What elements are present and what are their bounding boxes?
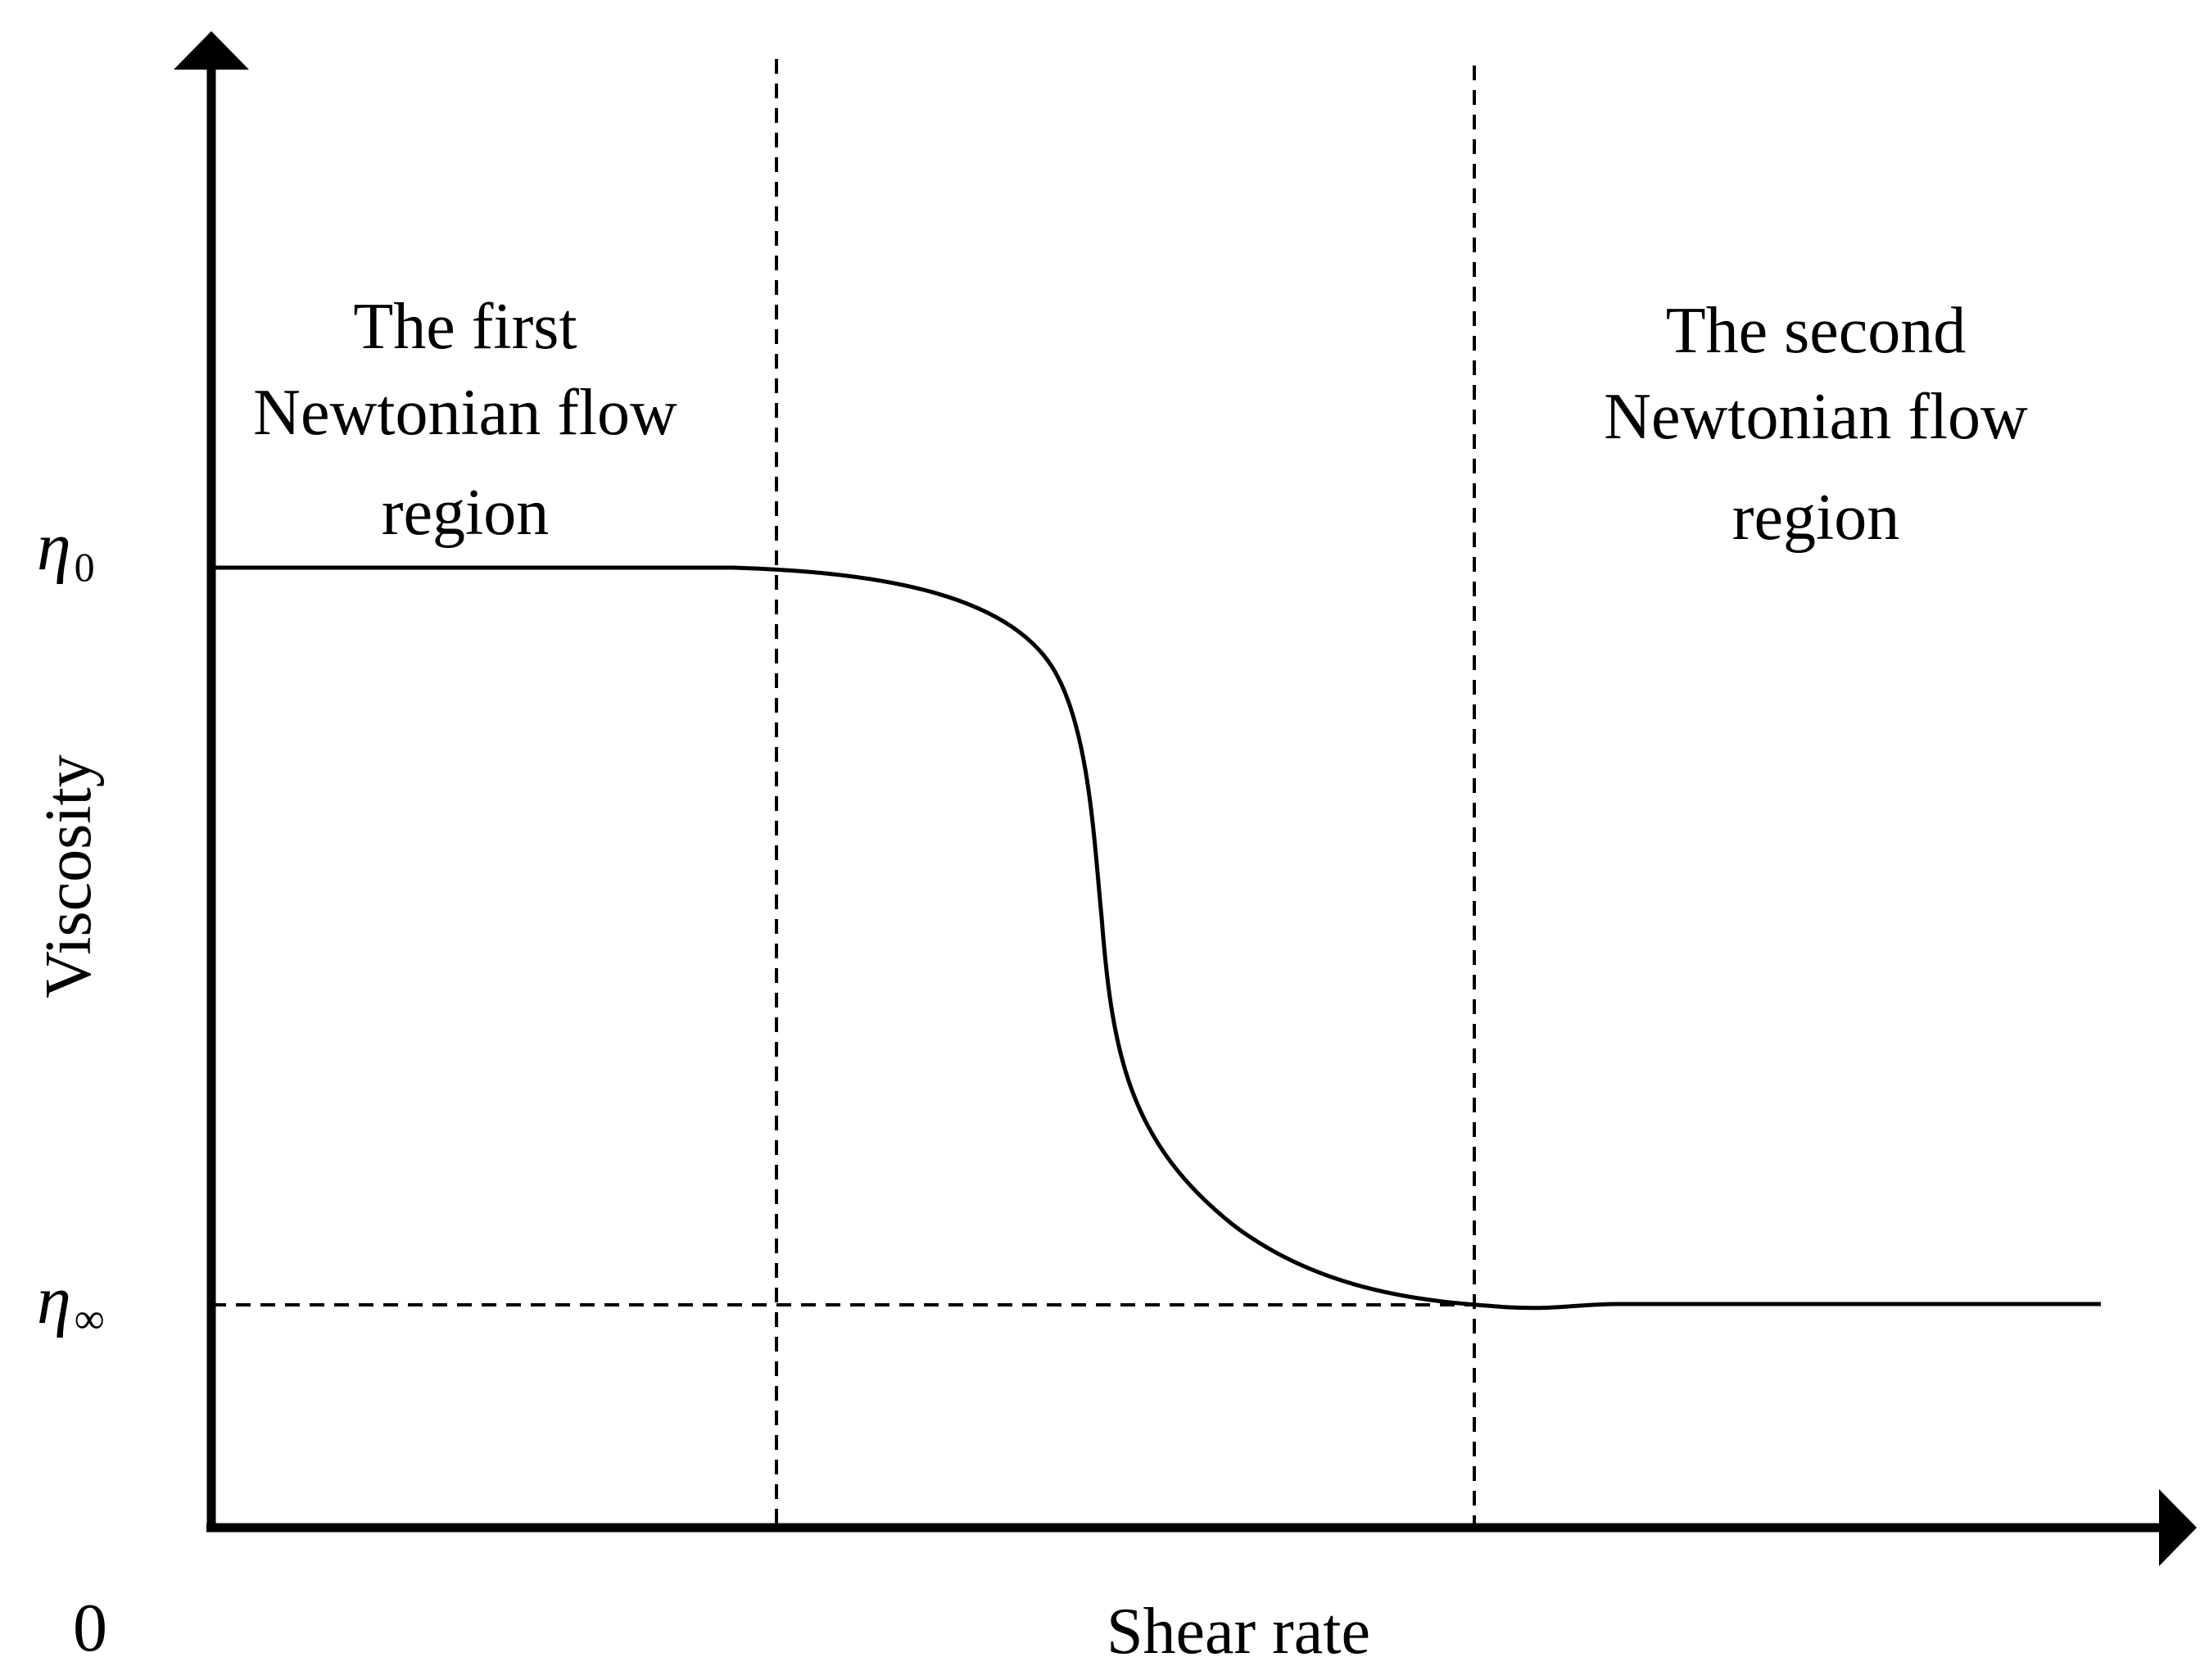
eta-inf-label: η∞ xyxy=(37,1262,105,1343)
x-axis-label: Shear rate xyxy=(1107,1596,1370,1668)
origin-label: 0 xyxy=(73,1590,107,1666)
second-region-line-3: region xyxy=(1732,482,1899,554)
eta-zero-symbol: η xyxy=(37,509,71,585)
x-axis-arrow-icon xyxy=(2159,1489,2197,1566)
second-region-line-2: Newtonian flow xyxy=(1604,381,2028,453)
eta-zero-label: η0 xyxy=(37,509,95,590)
second-region-line-1: The second xyxy=(1666,295,1967,367)
second-region-label: The second Newtonian flow region xyxy=(1604,295,2028,554)
eta-zero-subscript: 0 xyxy=(75,544,95,590)
first-region-line-3: region xyxy=(382,477,549,549)
first-region-line-2: Newtonian flow xyxy=(253,377,677,449)
y-axis-arrow-icon xyxy=(174,31,249,70)
viscosity-curve xyxy=(211,565,2101,1311)
y-axis-label: Viscosity xyxy=(33,754,105,998)
eta-inf-symbol: η xyxy=(37,1262,71,1338)
eta-inf-subscript: ∞ xyxy=(75,1296,105,1343)
first-region-line-1: The first xyxy=(353,291,577,363)
first-region-label: The first Newtonian flow region xyxy=(253,291,677,549)
